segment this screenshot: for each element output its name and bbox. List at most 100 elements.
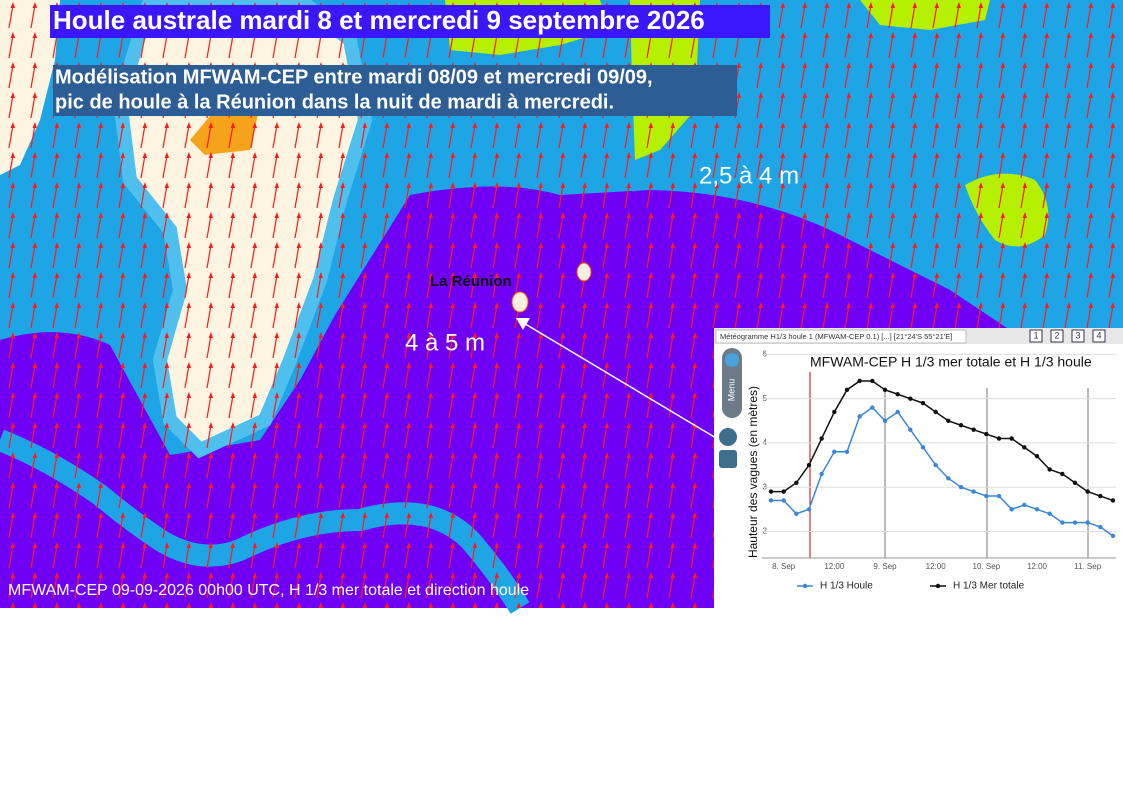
button-label[interactable]: 1 [1033, 330, 1038, 340]
point [1047, 511, 1052, 516]
legend-marker [802, 583, 808, 589]
series-line [771, 406, 1114, 537]
menu-icon[interactable] [725, 353, 739, 367]
legend-label: H 1/3 Houle [820, 581, 873, 592]
x-tick-label: 9. Sep [873, 562, 897, 571]
point [996, 436, 1002, 441]
mauritius-island [576, 262, 592, 282]
point [895, 409, 900, 415]
legend-marker [935, 583, 941, 589]
point [933, 462, 938, 468]
point [1060, 471, 1065, 477]
point [1098, 493, 1103, 499]
title-box [50, 5, 770, 38]
point [971, 489, 976, 494]
point [806, 462, 812, 468]
point [908, 427, 913, 432]
point [832, 449, 837, 454]
point [1110, 533, 1116, 539]
point [819, 436, 824, 441]
point [1072, 480, 1078, 485]
point [908, 396, 913, 401]
point [870, 378, 875, 384]
series-line [771, 380, 1114, 502]
point [946, 418, 951, 424]
point [946, 476, 951, 481]
point [1098, 524, 1103, 530]
pointer-line [521, 321, 717, 439]
point [768, 498, 774, 503]
window-title: Météogramme H1/3 houle 1 (MFWAM-CEP 0.1)… [720, 332, 952, 341]
button-label[interactable]: 4 [1096, 330, 1101, 340]
point [857, 414, 862, 419]
point [857, 378, 862, 384]
point [1110, 498, 1116, 503]
point [1034, 454, 1040, 459]
point [1009, 436, 1014, 441]
point [794, 511, 799, 516]
point [882, 418, 888, 424]
button[interactable] [1029, 329, 1043, 343]
subtitle: Modélisation MFWAM-CEP entre mardi 08/09… [55, 66, 653, 88]
map-caption: MFWAM-CEP 09-09-2026 00h00 UTC, H 1/3 me… [8, 582, 529, 599]
button[interactable] [1050, 329, 1064, 343]
point [971, 427, 976, 432]
y-axis-label: Hauteur des vagues (en mètres) [746, 386, 760, 558]
point [794, 480, 799, 485]
map-label: La Réunion [430, 273, 512, 290]
tab[interactable] [715, 329, 967, 344]
point [920, 445, 926, 450]
chart-title: MFWAM-CEP H 1/3 mer totale et H 1/3 houl… [810, 354, 1092, 370]
point [958, 423, 964, 428]
reunion-island [511, 291, 529, 313]
point [1009, 507, 1014, 512]
button[interactable] [1071, 329, 1085, 343]
tool-icon[interactable] [719, 450, 737, 468]
meteogram-window: Météogramme H1/3 houle 1 (MFWAM-CEP 0.1)… [714, 328, 1123, 608]
point [996, 493, 1002, 499]
point [1060, 520, 1065, 525]
subtitle-box [53, 65, 737, 116]
point [1022, 502, 1027, 508]
map-label: 2,5 à 4 m [699, 162, 799, 189]
point [1034, 507, 1040, 512]
x-tick-label: 12:00 [1027, 562, 1048, 571]
point [781, 489, 786, 494]
title: Houle australe mardi 8 et mercredi 9 sep… [53, 5, 705, 35]
x-tick-label: 12:00 [926, 562, 947, 571]
point [1047, 467, 1052, 472]
point [920, 400, 926, 406]
button-label[interactable]: 2 [1054, 330, 1059, 340]
point [984, 431, 989, 437]
point [844, 449, 850, 454]
button[interactable] [1092, 329, 1106, 343]
legend-label: H 1/3 Mer totale [953, 581, 1025, 592]
point [806, 507, 812, 512]
x-tick-label: 11. Sep [1074, 562, 1102, 571]
point [844, 387, 850, 393]
x-tick-label: 12:00 [824, 562, 845, 571]
tool-icon[interactable] [719, 428, 737, 446]
point [1085, 489, 1090, 494]
point [1022, 445, 1027, 450]
point [768, 489, 774, 494]
x-tick-label: 10. Sep [973, 562, 1001, 571]
menu-button[interactable] [722, 348, 742, 418]
point [781, 498, 786, 503]
window [714, 328, 1123, 608]
point [882, 387, 888, 393]
point [933, 409, 938, 415]
point [958, 484, 964, 490]
menu-label[interactable]: Menu [726, 379, 736, 402]
point [895, 392, 900, 397]
button-label[interactable]: 3 [1075, 330, 1080, 340]
point [832, 409, 837, 415]
point [870, 405, 875, 410]
point [984, 493, 989, 499]
subtitle: pic de houle à la Réunion dans la nuit d… [55, 91, 614, 113]
pointer [516, 318, 530, 330]
point [1072, 520, 1078, 525]
point [819, 471, 824, 477]
